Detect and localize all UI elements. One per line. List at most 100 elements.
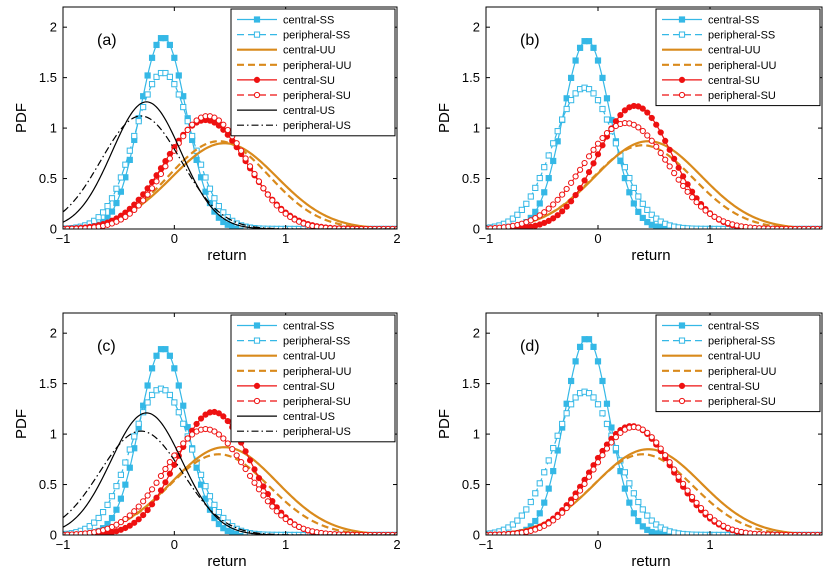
data-point	[554, 432, 561, 439]
legend-marker	[253, 337, 261, 344]
data-point	[242, 155, 249, 162]
data-point	[251, 170, 258, 178]
data-point	[648, 114, 655, 122]
data-point	[536, 510, 543, 517]
legend-box	[230, 8, 396, 137]
data-point	[211, 114, 218, 121]
data-point	[175, 72, 182, 79]
data-point	[576, 185, 584, 192]
data-point	[706, 513, 714, 520]
data-point	[162, 465, 169, 473]
data-point	[662, 137, 669, 145]
data-point	[550, 201, 557, 208]
legend-entry: peripheral-SU	[708, 396, 776, 408]
data-point	[608, 439, 615, 446]
data-point	[590, 146, 597, 153]
data-point	[594, 358, 602, 365]
data-point	[144, 399, 151, 406]
plot-area	[486, 336, 822, 535]
data-point	[215, 508, 222, 516]
chart-panel-3: −1 0 100.511.52returnPDF(d)central-SSperip…	[436, 312, 823, 570]
data-point	[585, 153, 593, 160]
legend-entry: central-UU	[283, 351, 336, 363]
data-point	[108, 493, 116, 500]
data-point	[162, 35, 169, 42]
data-point	[568, 377, 575, 385]
data-point	[532, 214, 539, 222]
data-point	[527, 498, 534, 506]
y-tick-label: 2	[50, 326, 57, 341]
data-point	[648, 434, 655, 441]
data-point	[175, 409, 182, 416]
y-tick-label: 0	[473, 528, 480, 543]
data-point	[630, 490, 637, 497]
data-point	[635, 498, 642, 506]
data-point	[113, 506, 120, 513]
data-point	[122, 459, 129, 466]
data-point	[550, 140, 557, 147]
legend-entry: central-US	[283, 411, 335, 423]
data-point	[568, 74, 575, 82]
data-point	[541, 164, 548, 171]
data-point	[621, 164, 628, 171]
data-point	[153, 41, 160, 49]
data-point	[202, 483, 209, 490]
data-point	[273, 202, 280, 209]
data-point	[599, 134, 606, 142]
data-point	[184, 435, 191, 442]
data-point	[233, 140, 240, 147]
data-point	[523, 506, 530, 513]
data-point	[541, 209, 548, 216]
data-point	[639, 426, 646, 433]
data-point	[599, 74, 606, 82]
data-point	[581, 159, 588, 167]
data-point	[532, 208, 539, 215]
data-point	[550, 517, 557, 524]
y-tick-label: 1	[50, 427, 57, 442]
data-point	[563, 504, 570, 512]
legend-marker	[678, 16, 686, 23]
data-point	[260, 185, 267, 192]
y-tick-label: 0	[473, 222, 480, 237]
data-point	[532, 490, 539, 497]
data-point	[180, 402, 187, 409]
data-point	[657, 149, 664, 157]
data-point	[563, 185, 570, 193]
data-point	[603, 130, 611, 137]
data-point	[251, 466, 258, 473]
data-point	[603, 116, 611, 123]
data-point	[175, 382, 182, 389]
series-line-peripheral-US	[63, 115, 397, 229]
data-point	[568, 97, 575, 104]
data-point	[630, 184, 637, 192]
data-point	[278, 206, 285, 214]
data-point	[189, 121, 196, 128]
data-point	[568, 179, 575, 186]
data-point	[545, 457, 552, 464]
y-tick-label: 1.5	[39, 70, 57, 85]
data-point	[220, 413, 227, 420]
data-point	[532, 517, 539, 525]
data-point	[144, 191, 151, 198]
y-tick-label: 2	[50, 20, 57, 35]
legend-entry: central-SS	[283, 321, 334, 333]
legend-marker	[253, 382, 261, 389]
data-point	[572, 57, 579, 64]
data-point	[264, 498, 271, 505]
data-point	[621, 485, 628, 492]
panel-label: (c)	[97, 338, 116, 355]
data-point	[639, 127, 646, 135]
axes-frame	[485, 312, 823, 536]
data-point	[630, 121, 637, 128]
legend-entry: central-SS	[708, 321, 759, 333]
data-point	[238, 459, 245, 466]
data-point	[572, 493, 579, 501]
legend-marker	[253, 76, 261, 84]
data-point	[166, 391, 173, 399]
data-point	[563, 410, 570, 417]
data-point	[122, 481, 129, 488]
data-point	[117, 495, 124, 502]
x-tick-label: −1	[56, 537, 71, 552]
data-point	[104, 501, 111, 508]
data-point	[603, 400, 611, 407]
